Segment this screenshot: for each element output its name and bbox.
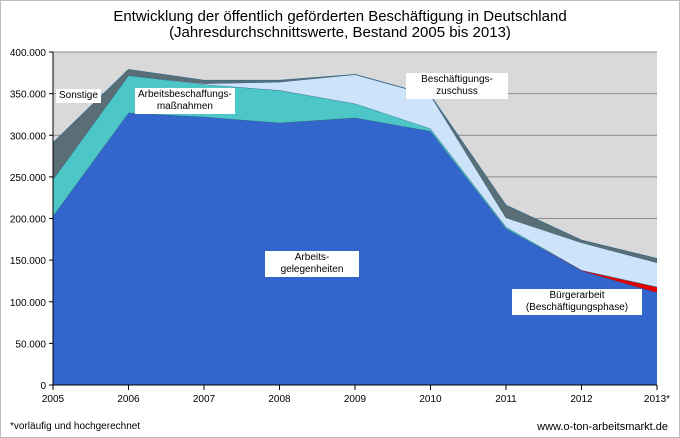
y-tick-label: 0 [40, 381, 46, 392]
area-sonstige [53, 69, 657, 263]
y-tick-label: 150.000 [10, 256, 47, 267]
series-edge [52, 69, 658, 259]
area-bürgerarbeit-beschäftigungsphase- [53, 112, 657, 293]
area-arbeitsgelegenheiten [53, 112, 657, 386]
source-url: www.o-ton-arbeitsmarkt.de [537, 421, 668, 433]
label-beschaeftigungszuschuss: Beschäftigungs-zuschuss [406, 73, 508, 99]
y-tick-label: 350.000 [10, 90, 47, 101]
x-tick-label: 2012 [570, 394, 593, 405]
x-tick-label: 2010 [419, 394, 442, 405]
footnote: *vorläufig und hochgerechnet [10, 421, 141, 432]
y-tick-label: 200.000 [10, 215, 47, 226]
area-beschäftigungszuschuss [53, 74, 657, 287]
label-arbeitsgelegenheiten: Arbeits-gelegenheiten [265, 251, 359, 277]
x-tick-label: 2013* [644, 394, 670, 405]
x-tick-label: 2009 [344, 394, 367, 405]
y-tick-label: 300.000 [10, 131, 47, 142]
x-tick-label: 2006 [117, 394, 140, 405]
chart-title: Entwicklung der öffentlich geförderten B… [113, 8, 567, 25]
y-tick-label: 100.000 [10, 298, 47, 309]
y-tick-label: 50.000 [15, 339, 46, 350]
x-tick-label: 2007 [193, 394, 216, 405]
chart-subtitle: (Jahresdurchschnittswerte, Bestand 2005 … [169, 24, 511, 41]
x-tick-label: 2011 [495, 394, 517, 405]
y-tick-label: 250.000 [10, 173, 47, 184]
x-tick-label: 2008 [268, 394, 291, 405]
x-tick-label: 2005 [42, 394, 65, 405]
label-arbeitsbeschaffungsmassnahmen: Arbeitsbeschaffungs-maßnahmen [135, 88, 235, 114]
label-sonstige: Sonstige [56, 89, 101, 103]
label-buergerarbeit: Bürgerarbeit (Beschäftigungsphase) [512, 289, 642, 315]
y-tick-label: 400.000 [10, 48, 47, 59]
